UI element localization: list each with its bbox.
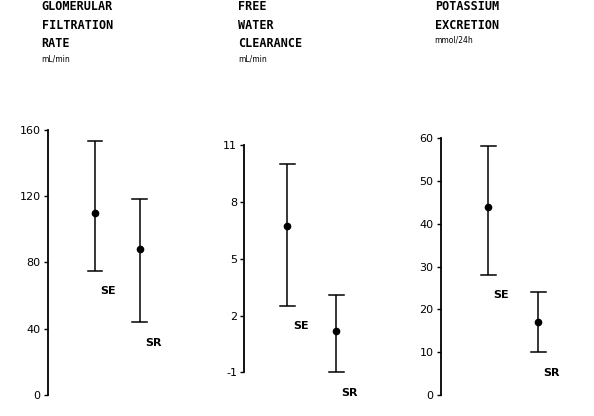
Text: mL/min: mL/min <box>238 54 267 63</box>
Text: FREE: FREE <box>238 0 267 13</box>
Text: mL/min: mL/min <box>42 54 70 63</box>
Text: EXCRETION: EXCRETION <box>435 19 499 32</box>
Text: GLOMERULAR: GLOMERULAR <box>42 0 113 13</box>
Text: WATER: WATER <box>238 19 274 32</box>
Text: SE: SE <box>293 322 308 332</box>
Text: SR: SR <box>544 368 560 378</box>
Text: RATE: RATE <box>42 37 70 50</box>
Text: FILTRATION: FILTRATION <box>42 19 113 32</box>
Text: mmol/24h: mmol/24h <box>435 35 473 45</box>
Text: CLEARANCE: CLEARANCE <box>238 37 302 50</box>
Text: POTASSIUM: POTASSIUM <box>435 0 499 13</box>
Text: SR: SR <box>145 337 162 347</box>
Text: SE: SE <box>100 286 116 296</box>
Text: SE: SE <box>494 290 509 300</box>
Text: SR: SR <box>342 388 358 398</box>
